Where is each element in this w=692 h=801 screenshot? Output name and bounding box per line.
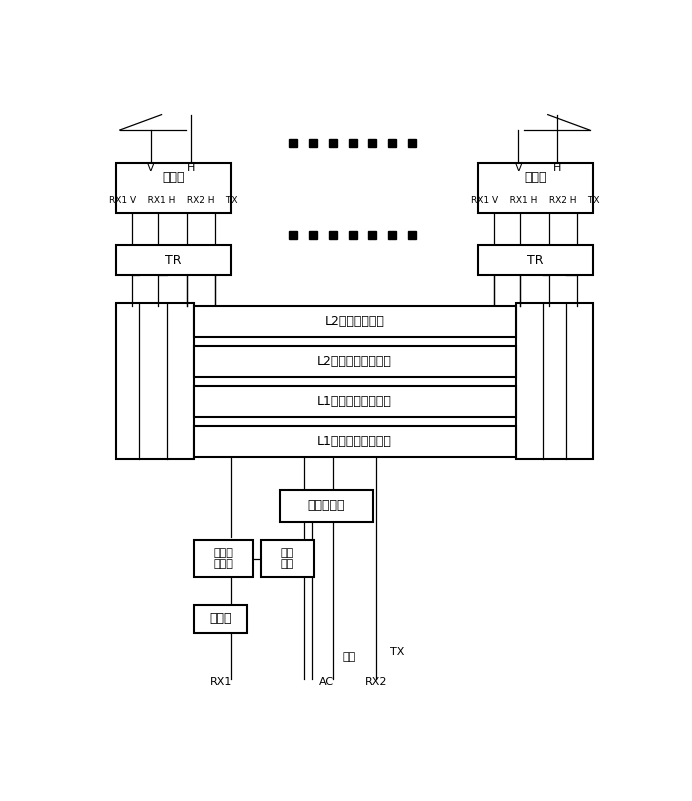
Text: L1水平接收合成网络: L1水平接收合成网络 <box>317 395 392 408</box>
FancyBboxPatch shape <box>116 245 231 275</box>
Text: 极化跟
踪网络: 极化跟 踪网络 <box>213 548 233 570</box>
Text: 下变频: 下变频 <box>209 612 232 626</box>
FancyBboxPatch shape <box>194 426 516 457</box>
Text: L2水平接收合成网络: L2水平接收合成网络 <box>317 355 392 368</box>
Text: 多工器: 多工器 <box>163 171 185 184</box>
Text: 波控电源板: 波控电源板 <box>308 499 345 512</box>
Text: TR: TR <box>165 254 182 267</box>
Text: V: V <box>514 163 522 173</box>
Text: RX1 V    RX1 H    RX2 H    TX: RX1 V RX1 H RX2 H TX <box>109 196 238 205</box>
FancyBboxPatch shape <box>194 306 516 336</box>
Text: TX: TX <box>390 647 405 658</box>
Text: L1垂直接收合成网络: L1垂直接收合成网络 <box>317 435 392 448</box>
Text: H: H <box>553 163 562 173</box>
FancyBboxPatch shape <box>478 245 593 275</box>
Text: AC: AC <box>318 677 334 687</box>
FancyBboxPatch shape <box>116 163 231 213</box>
Text: RX1 V    RX1 H    RX2 H    TX: RX1 V RX1 H RX2 H TX <box>471 196 600 205</box>
Text: H: H <box>187 163 195 173</box>
Text: RX1: RX1 <box>210 677 232 687</box>
FancyBboxPatch shape <box>516 304 593 460</box>
Text: 多工器: 多工器 <box>525 171 547 184</box>
FancyBboxPatch shape <box>194 605 248 633</box>
Text: L2发射功分网络: L2发射功分网络 <box>325 315 385 328</box>
FancyBboxPatch shape <box>194 386 516 417</box>
Text: TR: TR <box>527 254 544 267</box>
Text: RX2: RX2 <box>365 677 388 687</box>
FancyBboxPatch shape <box>194 346 516 376</box>
Text: 控制: 控制 <box>343 652 356 662</box>
FancyBboxPatch shape <box>194 540 253 578</box>
Text: V: V <box>147 163 155 173</box>
FancyBboxPatch shape <box>478 163 593 213</box>
FancyBboxPatch shape <box>261 540 314 578</box>
FancyBboxPatch shape <box>280 489 374 521</box>
Text: 组合
导航: 组合 导航 <box>281 548 294 570</box>
FancyBboxPatch shape <box>116 304 194 460</box>
